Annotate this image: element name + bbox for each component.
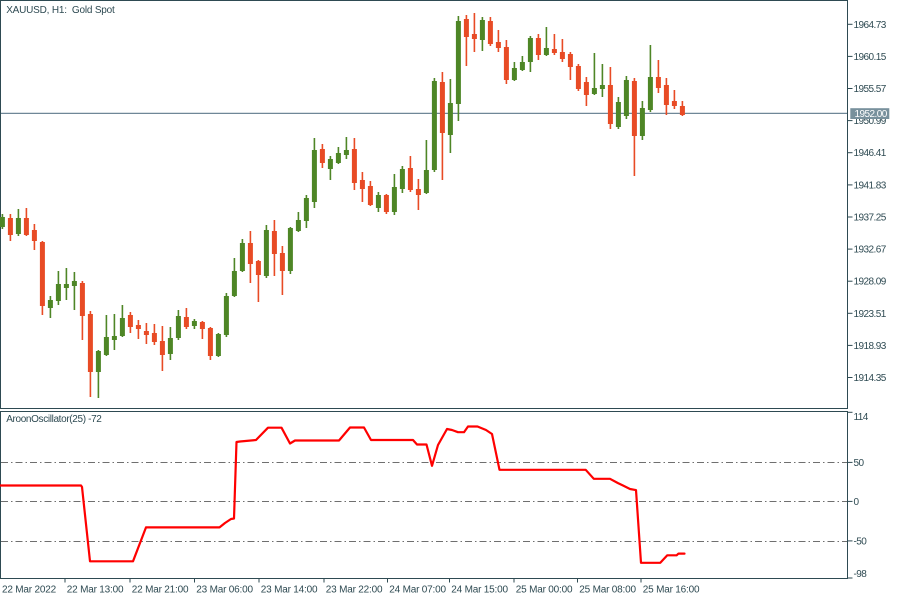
svg-text:23 Mar 22:00: 23 Mar 22:00 [326, 585, 383, 596]
svg-text:XAUUSD, H1: Gold Spot: XAUUSD, H1: Gold Spot [6, 5, 115, 16]
svg-text:0: 0 [854, 497, 860, 508]
svg-text:AroonOscillator(25) -72: AroonOscillator(25) -72 [6, 414, 102, 425]
svg-text:1941.83: 1941.83 [854, 180, 887, 191]
svg-text:25 Mar 16:00: 25 Mar 16:00 [643, 585, 700, 596]
svg-text:1964.73: 1964.73 [854, 20, 887, 31]
svg-text:22 Mar 2022: 22 Mar 2022 [2, 585, 57, 596]
svg-text:1946.41: 1946.41 [854, 148, 887, 159]
svg-text:50: 50 [854, 458, 865, 469]
svg-text:-50: -50 [854, 536, 868, 547]
svg-text:1928.09: 1928.09 [854, 277, 887, 288]
svg-text:25 Mar 00:00: 25 Mar 00:00 [516, 585, 573, 596]
svg-text:22 Mar 13:00: 22 Mar 13:00 [67, 585, 124, 596]
svg-text:1918.93: 1918.93 [854, 341, 887, 352]
svg-text:23 Mar 06:00: 23 Mar 06:00 [196, 585, 253, 596]
svg-text:1923.51: 1923.51 [854, 309, 887, 320]
svg-text:1932.67: 1932.67 [854, 245, 887, 256]
svg-text:-98: -98 [854, 569, 868, 580]
svg-text:1955.57: 1955.57 [854, 84, 887, 95]
svg-text:23 Mar 14:00: 23 Mar 14:00 [261, 585, 318, 596]
svg-text:1937.25: 1937.25 [854, 213, 887, 224]
svg-text:25 Mar 08:00: 25 Mar 08:00 [579, 585, 636, 596]
svg-text:1950.99: 1950.99 [854, 116, 887, 127]
svg-text:114: 114 [854, 412, 869, 423]
svg-text:1960.15: 1960.15 [854, 52, 887, 63]
svg-text:24 Mar 15:00: 24 Mar 15:00 [451, 585, 508, 596]
svg-text:24 Mar 07:00: 24 Mar 07:00 [389, 585, 446, 596]
svg-text:1952.00: 1952.00 [855, 109, 888, 120]
svg-text:1914.35: 1914.35 [854, 373, 887, 384]
svg-text:22 Mar 21:00: 22 Mar 21:00 [132, 585, 189, 596]
